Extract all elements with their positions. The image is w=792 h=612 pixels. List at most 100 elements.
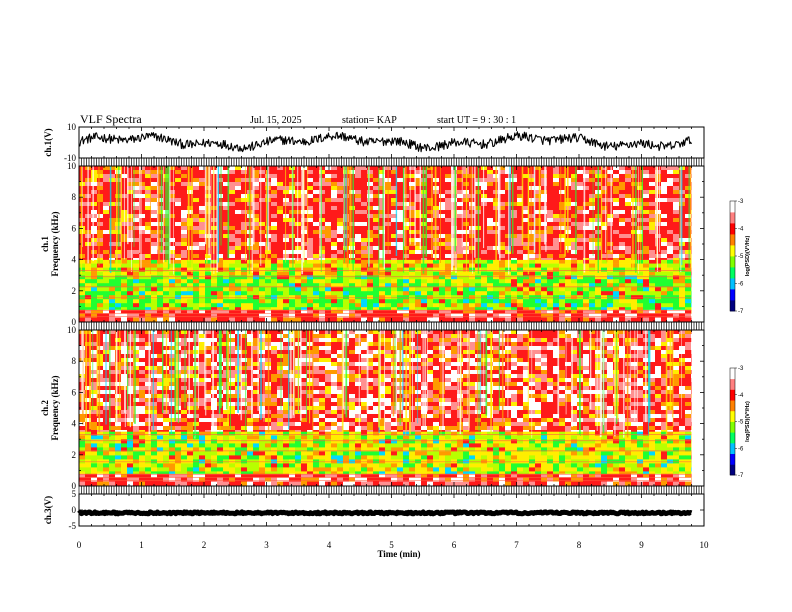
spectrogram-cell [115,198,122,203]
spectrogram-cell [457,307,464,310]
spectrogram-cell [469,214,476,219]
spectrogram-cell [529,190,536,195]
spectrogram-cell [529,275,536,280]
spectrogram-cell [385,271,392,276]
spectrogram-cell [385,295,392,300]
spectrogram-cell [301,287,308,292]
spectrogram-cell [577,279,584,284]
spectrogram-cell [355,254,362,259]
spectrogram-cell [241,283,248,288]
spectrogram-cell [265,254,272,259]
spectrogram-cell [469,226,476,231]
spectrogram-cell [577,299,584,304]
spectrogram-cell [415,194,422,199]
spectrogram-cell [607,230,614,235]
spectrogram-cell [589,279,596,284]
spectrogram-cell [637,259,644,264]
spectrogram-cell [601,218,608,223]
spectrogram-cell [115,259,122,264]
spectrogram-cell [385,299,392,304]
spectrogram-cell [157,309,164,314]
spectrogram-cell [535,222,542,227]
spectrogram-cell [655,170,662,175]
spectrogram-cell [655,299,662,304]
spectrogram-cell [175,481,182,486]
spectrogram-cell [457,283,464,288]
spectrogram-cell [673,202,680,207]
spectrogram-cell [511,182,518,187]
spectrogram-cell [355,202,362,207]
spectrogram-cell [691,303,692,308]
spectrogram-cell [577,313,584,318]
spectrogram-cell [193,206,200,211]
spectrogram-cell [199,313,206,318]
spectrogram-cell [535,238,542,243]
spectrogram-cell [493,313,500,318]
spectrogram-cell [505,283,512,288]
spectrogram-cell [529,291,536,296]
spectrogram-cell [643,246,650,251]
spectrogram-cell [529,250,536,255]
spectrogram-cell [331,254,338,259]
spectrogram-cell [349,254,356,259]
spectrogram-cell [205,246,212,251]
spectrogram-cell [487,198,494,203]
spectrogram-cell [397,267,404,272]
spectrogram-cell [79,259,86,264]
spectrogram-cell [325,210,332,215]
spectrogram-cell [673,250,680,255]
spectrogram-cell [571,271,578,276]
spectrogram-cell [397,190,404,195]
spectrogram-cell [625,242,632,247]
spectrogram-cell [337,218,344,223]
spectrogram-cell [415,218,422,223]
spectrogram-cell [283,194,290,199]
spectrogram-cell [397,275,404,280]
spectrogram-cell [667,238,674,243]
spectrogram-cell [559,190,566,195]
spectrogram-cell [313,263,320,268]
spectrogram-cell [607,166,614,171]
spectrogram-cell [91,206,98,211]
spectrogram-cell [553,317,560,322]
spectrogram-cell [211,279,218,284]
spectrogram-cell [217,477,224,482]
spectrogram-cell [373,481,380,486]
spectrogram-cell [325,291,332,296]
spectrogram-cell [115,473,122,478]
spectrogram-cell [523,166,530,171]
spectrogram-cell [625,238,632,243]
spectrogram-cell [637,481,644,486]
spectrogram-cell [667,287,674,292]
spectrogram-cell [595,317,602,322]
spectrogram-cell [631,279,638,284]
spectrogram-cell [319,303,326,308]
spectrogram-cell [259,275,266,280]
spectrogram-cell [685,198,692,203]
spectrogram-cell [187,190,194,195]
spectrogram-cell [607,477,614,482]
spectrogram-cell [91,250,98,255]
spectrogram-cell [169,271,176,276]
spectrogram-cell [661,279,668,284]
spectrogram-cell [451,275,458,280]
spectrogram-cell [223,218,230,223]
spectrogram-cell [307,267,314,272]
spectrogram-cell [571,477,578,482]
spectrogram-cell [667,242,674,247]
spectrogram-cell [625,299,632,304]
spectrogram-cell [577,258,584,260]
spectrogram-cell [511,246,518,251]
spectrogram-cell [205,230,212,235]
spectrogram-cell [427,190,434,195]
spectrogram-cell [427,299,434,304]
spectrogram-cell [673,291,680,296]
spectrogram-cell [583,271,590,276]
spectrogram-cell [499,170,506,175]
spectrogram-cell [559,242,566,247]
spectrogram-cell [415,258,422,260]
spectrogram-cell [175,299,182,304]
spectrogram-cell [349,291,356,296]
spectrogram-cell [355,477,362,482]
spectrogram-cell [157,174,164,179]
